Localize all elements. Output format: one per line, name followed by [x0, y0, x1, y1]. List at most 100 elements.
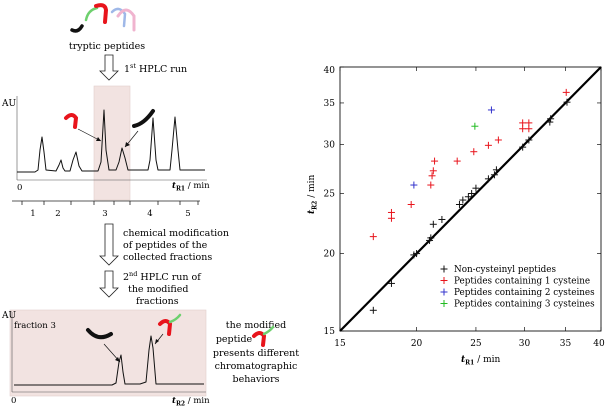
input-label: tryptic peptides [69, 41, 145, 52]
side-note-line-2: peptide [216, 334, 253, 345]
legend-label: Non-cysteinyl peptides [454, 265, 556, 275]
data-point-series-3 [410, 181, 418, 189]
data-point-series-1 [459, 196, 467, 204]
data-point-series-2 [519, 125, 527, 133]
peptide-icon-green [84, 6, 99, 22]
legend-label: Peptides containing 3 cysteines [454, 300, 595, 310]
fraction-tick-5: 5 [185, 209, 190, 219]
y-tick-label: 30 [324, 140, 336, 150]
data-point-series-2 [562, 88, 570, 96]
x-tick-label: 15 [334, 339, 346, 349]
x-tick-label: 25 [470, 339, 482, 349]
y-tick-label: 35 [324, 99, 336, 109]
x-tick-label: 40 [593, 339, 605, 349]
chrom1-x-label: tR1 / min [172, 181, 210, 193]
data-point-series-2 [407, 200, 415, 208]
x-tick-label: 20 [411, 339, 423, 349]
fraction-band [93, 85, 131, 201]
data-point-series-2 [387, 214, 395, 222]
chrom2-zero: 0 [11, 396, 16, 406]
black-peptide-marker-2 [86, 328, 113, 340]
data-point-series-1 [387, 279, 395, 287]
modification-line-2: of peptides of the [123, 240, 208, 251]
chrom1-trace [17, 109, 205, 173]
y-tick-label: 20 [324, 250, 336, 260]
data-point-series-1 [472, 184, 480, 192]
data-point-series-2 [369, 233, 377, 241]
peptide-icon-pink [116, 8, 136, 32]
red-peptide-marker-2 [158, 319, 173, 336]
data-point-series-4 [471, 122, 479, 130]
data-point-series-1 [519, 143, 527, 151]
legend-entry-2: Peptides containing 1 cysteine [440, 277, 590, 287]
legend-entry-4: Peptides containing 3 cysteines [440, 300, 595, 310]
legend-label: Peptides containing 1 cysteine [454, 277, 590, 287]
run1-label: 1st HPLC run [124, 62, 187, 75]
data-point-series-1 [468, 190, 476, 198]
peptide-icon-black [70, 24, 84, 33]
chrom1-zero: 0 [17, 183, 22, 193]
data-point-series-2 [431, 157, 439, 165]
chromatogram-1 [16, 96, 207, 181]
diagonal-line [339, 66, 602, 332]
side-note-line-4: chromatographic [215, 361, 298, 372]
black-peptide-marker-1 [132, 109, 155, 128]
plot-legend: Non-cysteinyl peptides Peptides containin… [440, 265, 595, 310]
fraction-tick-2: 2 [55, 209, 60, 219]
data-point-series-1 [484, 175, 492, 183]
data-point-series-3 [487, 106, 495, 114]
data-point-series-1 [455, 200, 463, 208]
side-note-line-1: the modified [226, 320, 286, 331]
data-point-series-1 [547, 115, 555, 123]
data-point-series-2 [427, 181, 435, 189]
data-point-series-2 [428, 172, 436, 180]
x-tick-label: 35 [560, 339, 572, 349]
modification-line-3: collected fractions [123, 252, 212, 263]
data-point-series-2 [470, 148, 478, 156]
legend-entry-3: Peptides containing 2 cysteines [440, 288, 595, 298]
fraction-tick-3: 3 [102, 209, 107, 219]
data-point-series-2 [484, 141, 492, 149]
plot-x-label: tR1 / min [461, 355, 501, 367]
peptide-icon-blue [110, 7, 127, 28]
peptide-icons [70, 3, 136, 33]
down-arrow-1 [99, 54, 119, 81]
fraction-ruler [12, 200, 200, 205]
data-point-series-1 [525, 136, 533, 144]
modification-line-1: chemical modification [123, 228, 229, 239]
data-point-series-1 [563, 98, 571, 106]
fraction3-panel [9, 309, 207, 397]
legend-label: Peptides containing 2 cysteines [454, 288, 595, 298]
green-modification-marker [168, 313, 182, 324]
au-label: AU [1, 99, 16, 109]
green-modification-marker-2 [262, 325, 275, 336]
plot-points [369, 88, 571, 314]
side-note-line-5: behaviors [232, 374, 279, 385]
data-point-series-1 [492, 166, 500, 174]
data-point-series-1 [429, 220, 437, 228]
data-point-series-2 [525, 119, 533, 127]
red-peptide-marker-1 [64, 113, 79, 129]
chrom2-x-label: tR2 / min [172, 396, 210, 407]
au-label-2: AU [1, 311, 16, 321]
data-point-series-2 [429, 167, 437, 175]
chrom2-trace [14, 335, 204, 386]
data-point-series-2 [494, 136, 502, 144]
down-arrow-2 [99, 223, 119, 266]
chromatogram-2 [11, 312, 206, 393]
data-point-series-2 [519, 119, 527, 127]
run2-line-1: 2nd HPLC run of [123, 270, 202, 283]
down-arrow-3 [99, 270, 119, 298]
plot-y-label: tR2 / min [307, 174, 319, 214]
run2-line-3: fractions [136, 296, 179, 307]
data-point-series-1 [427, 234, 435, 242]
side-note-line-3: presents different [213, 348, 299, 359]
data-point-series-2 [453, 157, 461, 165]
plot-ticks: 15 20 25 30 35 40 15 20 25 30 35 40 [324, 66, 605, 349]
y-tick-label: 40 [324, 66, 336, 76]
red-peptide-marker-3 [252, 331, 267, 347]
y-tick-label: 25 [324, 190, 336, 200]
data-point-series-2 [525, 125, 533, 133]
run2-line-2: the modified [128, 284, 188, 295]
